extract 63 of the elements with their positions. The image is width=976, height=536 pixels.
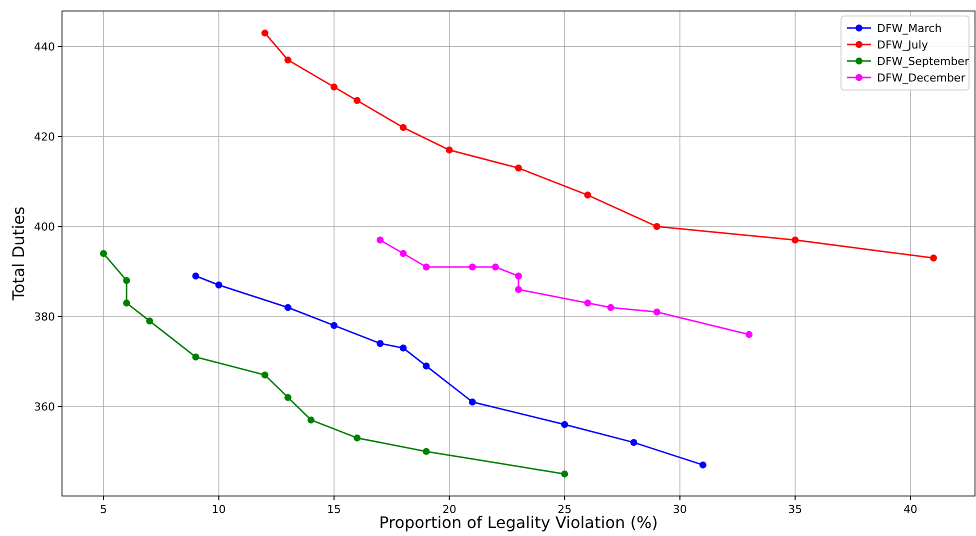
point [699,461,706,468]
point [515,286,522,293]
point [354,97,361,104]
x-tick-label: 30 [672,503,687,516]
point [468,263,476,270]
point [422,362,430,370]
y-tick-label: 360 [34,400,55,414]
point [123,299,130,306]
point [192,353,200,360]
point [561,470,568,478]
point [284,56,292,64]
x-tick-label: 25 [558,503,572,516]
point [746,330,753,338]
y-tick-label: 400 [34,220,55,234]
legend-label: DFW_December [877,72,966,84]
point [146,317,154,324]
point [515,164,522,172]
point [561,420,568,428]
point [422,448,430,455]
point [215,281,222,288]
y-tick-label: 380 [34,310,55,324]
point [284,304,292,311]
point [123,276,130,284]
point [422,263,430,270]
point [492,263,499,270]
point [100,250,107,257]
point [468,398,476,406]
point [400,124,407,132]
point [284,394,292,401]
point [330,84,338,91]
x-tick-label: 10 [212,503,226,516]
legend-label: DFW_July [877,38,928,52]
point [930,254,937,262]
point [584,299,592,306]
point [192,272,200,280]
point [653,223,660,230]
point [400,344,407,352]
point [400,250,407,257]
point [607,304,614,311]
point [653,308,660,316]
point [330,322,338,329]
x-tick-label: 20 [442,503,456,516]
x-tick-label: 5 [100,503,107,516]
legend-label: DFW_March [877,22,942,35]
y-axis-title: Total Duties [9,206,28,302]
point [376,236,384,244]
x-axis-title: Proportion of Legality Violation (%) [379,513,658,532]
point [354,434,361,442]
y-tick-label: 440 [34,40,55,54]
point [261,371,268,378]
x-tick-label: 40 [903,503,918,516]
point [261,30,268,37]
x-tick-label: 15 [327,503,342,516]
point [376,340,384,347]
point [630,438,638,446]
point [515,272,522,280]
legend-label: DFW_September [877,55,970,68]
point [584,192,592,199]
point [308,416,314,424]
point [792,236,799,244]
y-tick-label: 420 [34,130,55,144]
point [446,146,453,154]
x-tick-label: 35 [788,503,802,516]
